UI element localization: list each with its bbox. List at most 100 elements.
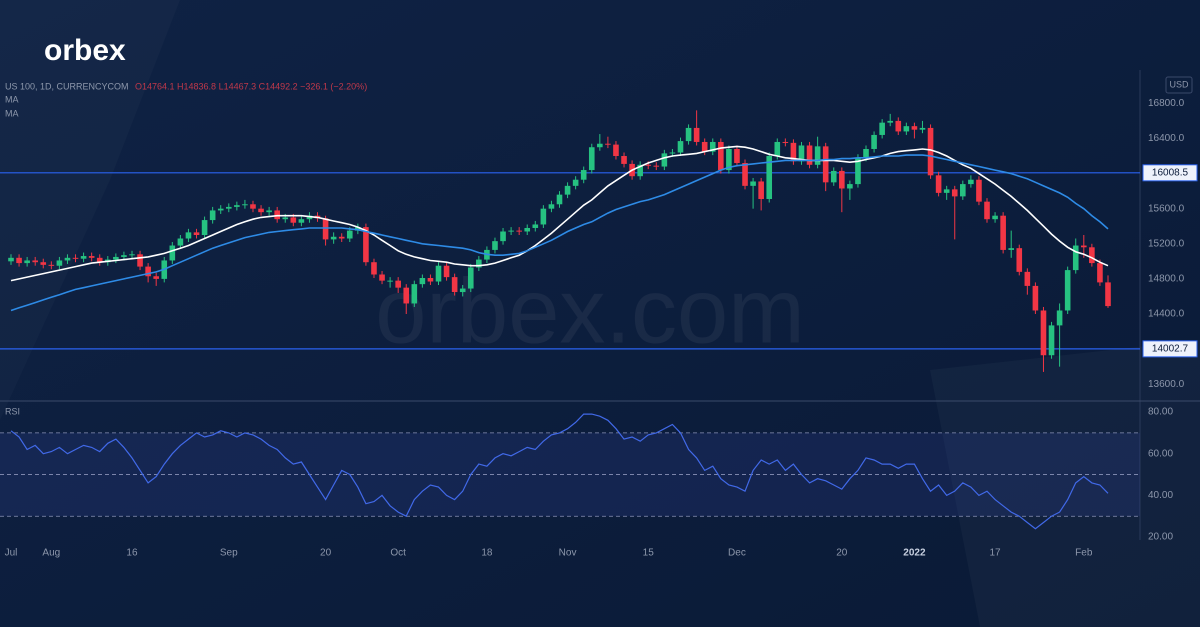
x-tick-label: Dec xyxy=(728,548,746,559)
candle-body xyxy=(911,126,918,130)
candle-body xyxy=(24,260,30,264)
candle-body xyxy=(113,256,119,260)
candle-body xyxy=(16,257,22,264)
x-tick-label: Aug xyxy=(42,548,60,559)
candle-body xyxy=(830,170,837,183)
candle-body xyxy=(669,152,676,154)
y-tick-label: 40.00 xyxy=(1148,490,1173,501)
candle-body xyxy=(8,257,14,262)
candle-body xyxy=(40,262,47,265)
candle-body xyxy=(435,265,442,282)
candle-body xyxy=(234,205,240,207)
y-tick-label: 14800.0 xyxy=(1148,274,1185,285)
candle-body xyxy=(403,287,410,304)
candle-body xyxy=(540,208,547,225)
candle-body xyxy=(379,274,385,281)
candle-body xyxy=(742,163,748,186)
candle-body xyxy=(871,134,877,149)
candle-body xyxy=(758,181,764,200)
candle-body xyxy=(355,227,361,231)
y-tick-label: 80.00 xyxy=(1148,407,1173,418)
candle-body xyxy=(960,184,966,197)
candle-body xyxy=(588,147,595,171)
candle-body xyxy=(1040,310,1047,356)
candle-body xyxy=(847,184,853,189)
x-tick-label: 2022 xyxy=(903,548,926,559)
candle-body xyxy=(338,236,345,239)
level-label: 14002.7 xyxy=(1152,343,1189,354)
candle-body xyxy=(1056,310,1063,326)
x-tick-label: Feb xyxy=(1075,548,1093,559)
candle-body xyxy=(532,224,539,228)
candle-body xyxy=(451,277,458,293)
candle-body xyxy=(1024,271,1031,286)
level-label-box xyxy=(1142,340,1198,358)
y-tick-label: 13600.0 xyxy=(1148,379,1185,390)
y-tick-label: 14400.0 xyxy=(1148,309,1185,320)
candle-body xyxy=(217,208,224,211)
candle-body xyxy=(129,254,135,256)
candle-body xyxy=(806,145,813,165)
candle-body xyxy=(1105,282,1111,307)
moving-average xyxy=(10,154,1109,312)
x-tick-label: Oct xyxy=(390,548,406,559)
candle-body xyxy=(653,165,660,167)
level-label: 16008.5 xyxy=(1152,167,1189,178)
candle-body xyxy=(1089,247,1095,264)
candle-body xyxy=(621,156,627,164)
candle-body xyxy=(387,280,393,282)
candle-body xyxy=(814,146,821,165)
candle-body xyxy=(709,141,716,152)
candle-body xyxy=(677,141,684,153)
candle-body xyxy=(137,254,143,267)
candle-body xyxy=(242,204,248,206)
candle-body xyxy=(467,267,474,289)
candle-body xyxy=(201,220,208,235)
candle-body xyxy=(330,236,337,240)
candle-body xyxy=(346,230,353,239)
candle-body xyxy=(887,120,894,123)
candle-body xyxy=(919,127,926,130)
candle-body xyxy=(290,217,297,223)
candle-body xyxy=(895,120,902,132)
logo: orbex xyxy=(44,34,126,67)
y-tick-label: 20.00 xyxy=(1148,532,1173,543)
candle-body xyxy=(1032,285,1039,311)
chart-title: US 100, 1D, CURRENCYCOM xyxy=(5,81,129,91)
candle-body xyxy=(750,181,756,186)
candle-body xyxy=(169,245,176,261)
candle-body xyxy=(935,175,942,193)
candle-body xyxy=(661,153,668,167)
x-tick-label: 18 xyxy=(481,548,493,559)
candle-body xyxy=(492,241,498,250)
rsi-title: RSI xyxy=(5,406,20,416)
candle-body xyxy=(524,227,531,232)
candle-body xyxy=(500,231,506,242)
rsi-line xyxy=(10,413,1109,530)
candle-body xyxy=(766,156,773,200)
x-tick-label: Jul xyxy=(5,548,18,559)
candle-body xyxy=(790,142,797,162)
x-tick-label: 17 xyxy=(990,548,1002,559)
candle-body xyxy=(322,218,329,240)
currency-box xyxy=(1165,76,1193,94)
candle-body xyxy=(597,143,603,148)
ohlc-readout: O14764.1 H14836.8 L14467.3 C14492.2 −326… xyxy=(135,81,367,91)
y-tick-label: 15200.0 xyxy=(1148,238,1185,249)
candle-body xyxy=(306,215,313,220)
candle-body xyxy=(209,210,216,221)
candle-body xyxy=(427,278,434,282)
candle-body xyxy=(855,157,861,185)
candle-body xyxy=(637,164,643,177)
candle-body xyxy=(56,260,63,266)
candle-body xyxy=(734,148,740,164)
candle-body xyxy=(185,232,192,239)
candle-body xyxy=(645,164,652,166)
candle-body xyxy=(508,230,514,232)
candle-body xyxy=(145,266,151,277)
candle-body xyxy=(685,127,692,142)
candle-body xyxy=(516,230,522,232)
